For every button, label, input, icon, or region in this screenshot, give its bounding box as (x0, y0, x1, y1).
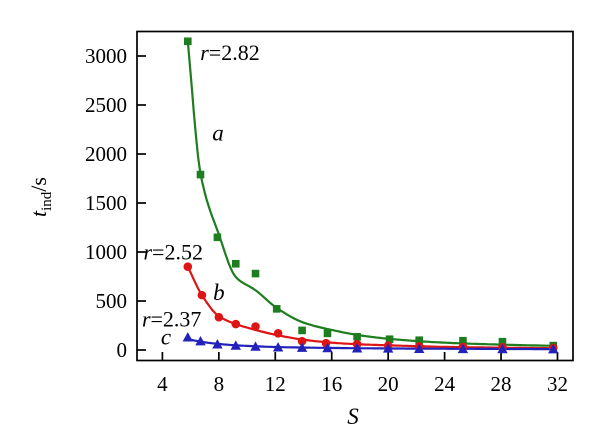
annotation-label-c: c (161, 325, 171, 350)
series-a-marker (415, 336, 424, 345)
series-c-marker (322, 342, 333, 353)
x-tick-label: 28 (491, 372, 512, 396)
y-tick-label: 2000 (85, 142, 127, 166)
x-axis-title: S (347, 404, 359, 429)
x-tick-label: 12 (265, 372, 286, 396)
y-tick-label: 2500 (85, 93, 127, 117)
series-c-marker (250, 341, 261, 351)
series-a-marker (323, 329, 332, 338)
series-c-marker (548, 343, 559, 354)
series-a-marker (459, 336, 467, 345)
series-c-marker (230, 340, 241, 350)
x-tick-label: 8 (214, 372, 225, 396)
annotation-label-b: b (213, 280, 225, 305)
y-tick-label: 1500 (85, 191, 127, 215)
series-c-marker (497, 343, 508, 354)
x-tick-label: 20 (378, 372, 399, 396)
series-b-marker (273, 329, 283, 338)
series-b-marker (183, 262, 193, 272)
series-a-marker (251, 269, 260, 278)
y-axis-title: tind/s (26, 177, 55, 217)
series-c-marker (414, 343, 425, 353)
series-c-marker (272, 342, 284, 352)
series-b-curve (186, 265, 558, 350)
series-a-marker (272, 305, 281, 313)
series-b-marker (214, 312, 224, 322)
x-tick-label: 16 (321, 372, 342, 396)
x-tick-label: 4 (157, 372, 168, 396)
series-a-marker (298, 326, 306, 335)
series-c-curve (186, 337, 558, 351)
y-tick-label: 3000 (85, 44, 127, 68)
y-tick-label: 500 (96, 289, 128, 313)
x-tick-label: 24 (434, 372, 456, 396)
annotation-label-a: a (212, 120, 224, 145)
series-a-marker (353, 332, 361, 341)
series-c-marker (382, 343, 394, 353)
series-b-marker (197, 290, 207, 300)
x-tick-label: 32 (547, 372, 568, 396)
series-c-marker (195, 335, 206, 346)
series-a-marker (231, 259, 240, 268)
y-tick-label: 1000 (85, 240, 127, 264)
series-a-marker (196, 170, 205, 179)
series-a-curve (186, 40, 558, 347)
series-c-marker (296, 342, 308, 352)
annotation-label-r-252: r=2.52 (143, 239, 202, 264)
series-c-marker (457, 343, 469, 354)
series-b-marker (231, 319, 241, 329)
series-a-marker (213, 233, 222, 242)
series-b-marker (251, 322, 260, 331)
plot-frame (136, 30, 574, 362)
series-c-marker (182, 332, 193, 342)
annotation-label-r-282: r=2.82 (200, 40, 259, 65)
series-a-marker (183, 37, 192, 46)
series-b-marker (297, 336, 307, 346)
series-c-marker (212, 339, 223, 349)
series-c-marker (351, 343, 363, 353)
y-tick-label: 0 (117, 338, 128, 362)
annotation-label-r-237: r=2.37 (142, 306, 201, 331)
series-a-marker (385, 335, 394, 344)
series-a-marker (498, 337, 507, 346)
